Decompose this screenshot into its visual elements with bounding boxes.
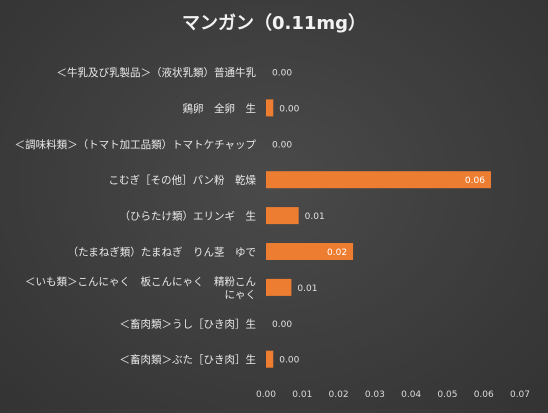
category-label: 鶏卵 全卵 生 (183, 102, 257, 115)
bar (266, 243, 354, 260)
x-tick-label: 0.05 (437, 390, 457, 400)
data-label: 0.00 (272, 140, 292, 150)
x-tick-label: 0.00 (256, 390, 276, 400)
category-label: こむぎ［その他］パン粉 乾燥 (108, 174, 256, 187)
data-label: 0.00 (272, 69, 292, 79)
x-axis-ticks: 0.00 0.01 0.02 0.03 0.04 0.05 0.06 0.07 (256, 390, 530, 400)
bars-layer (266, 99, 491, 368)
x-tick-label: 0.02 (329, 390, 349, 400)
category-label: にゃく (225, 289, 257, 301)
x-tick-label: 0.06 (474, 390, 494, 400)
data-label: 0.01 (297, 284, 317, 294)
data-label: 0.00 (279, 356, 299, 366)
x-tick-label: 0.03 (365, 390, 385, 400)
data-label: 0.06 (465, 176, 485, 186)
category-label: ＜畜肉類＞うし［ひき肉］生 (120, 317, 257, 330)
data-labels: 0.00 0.00 0.00 0.06 0.01 0.02 0.01 0.00 0.00 (272, 69, 485, 366)
bar (266, 171, 491, 189)
bar (266, 99, 274, 117)
category-label: ＜畜肉類＞ぶた［ひき肉］生 (120, 353, 257, 366)
x-tick-label: 0.07 (510, 390, 530, 400)
bar (266, 207, 299, 225)
data-label: 0.00 (279, 104, 299, 114)
category-label: ＜調味料類＞（トマト加工品類）トマトケチャップ (15, 138, 257, 151)
chart-title: マンガン（0.11mg） (182, 13, 366, 34)
data-label: 0.02 (327, 248, 347, 258)
bar (266, 278, 292, 296)
category-label: ＜いも類＞こんにゃく 板こんにゃく 精粉こん (25, 275, 256, 288)
x-tick-label: 0.04 (401, 390, 421, 400)
category-label: ＜牛乳及び乳製品＞（液状乳類）普通牛乳 (57, 66, 257, 79)
x-tick-label: 0.01 (292, 390, 312, 400)
category-label: （たまねぎ類）たまねぎ りん茎 ゆで (68, 246, 256, 259)
data-label: 0.00 (272, 320, 292, 330)
bar (266, 350, 274, 368)
data-label: 0.01 (305, 212, 325, 222)
category-label: （ひらたけ類）エリンギ 生 (120, 210, 257, 223)
